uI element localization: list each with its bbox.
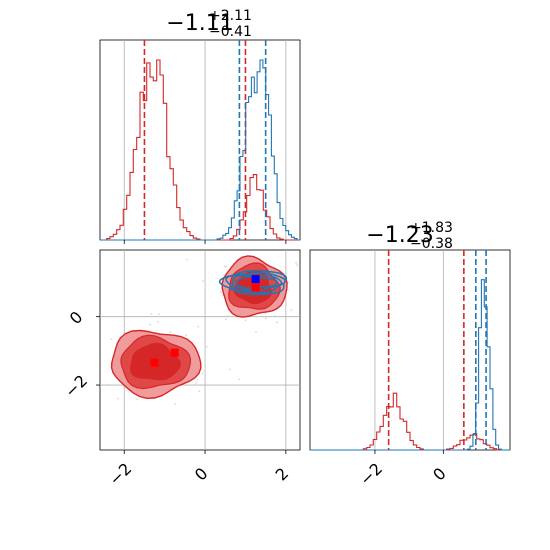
scatter-point xyxy=(174,403,176,405)
scatter-point xyxy=(184,334,187,337)
histogram-x-title-sup: +2.11 xyxy=(209,8,252,24)
scatter-point xyxy=(108,383,110,386)
blue-contour xyxy=(234,275,278,289)
scatter-point xyxy=(169,331,172,333)
truth-marker xyxy=(170,348,179,357)
histogram-x-frame xyxy=(99,39,301,241)
scatter-point xyxy=(225,318,228,321)
blue-contour xyxy=(231,274,283,292)
truth-marker xyxy=(251,275,260,284)
scatter-contour-panel: −2 0 2 −2 0 xyxy=(61,249,301,489)
blue-contour xyxy=(225,272,287,294)
scatter-point xyxy=(202,280,204,282)
scatter-point xyxy=(264,317,267,320)
scatter-point xyxy=(196,378,199,381)
scatter-point xyxy=(193,384,196,386)
histogram-y-frame xyxy=(309,249,511,451)
x-tick-label: −2 xyxy=(105,459,135,489)
scatter-point xyxy=(295,262,297,264)
scatter-point xyxy=(110,338,113,341)
truth-marker xyxy=(251,283,260,292)
histogram-x-panel: −1.11 +2.11 −0.41 xyxy=(99,8,301,244)
histogram-blue xyxy=(100,59,300,241)
scatter-point xyxy=(186,258,188,261)
scatter-point xyxy=(157,321,159,323)
x-tick-label: 0 xyxy=(191,464,212,485)
scatter-point xyxy=(284,266,287,269)
histogram-x-title-sub: −0.41 xyxy=(209,24,252,40)
scatter-point xyxy=(286,289,289,292)
blue-contour xyxy=(218,269,288,296)
x-tick-label: 0 xyxy=(429,464,450,485)
histogram-y-title: −1.23 xyxy=(366,223,433,248)
x-tick-label: −2 xyxy=(356,459,386,489)
scatter-point xyxy=(123,332,126,334)
scatter-point xyxy=(158,313,160,316)
histogram-y-title-value: −1.23 xyxy=(366,223,433,248)
scatter-point xyxy=(117,397,119,400)
y-tick-label: 0 xyxy=(66,307,87,328)
scatter-point xyxy=(197,325,200,328)
scatter-point xyxy=(285,271,287,274)
scatter-point xyxy=(201,372,204,375)
histogram-y-panel: −2 0 −1.23 +1.83 −0.38 xyxy=(309,220,511,489)
histogram-red xyxy=(100,59,300,241)
scatter-point xyxy=(195,381,198,384)
scatter-point xyxy=(136,398,139,400)
histogram-y-title-sup: +1.83 xyxy=(410,220,453,236)
scatter-point xyxy=(223,265,226,268)
histogram-x-title: −1.11 xyxy=(166,11,233,36)
x-tick-label: 2 xyxy=(272,464,293,485)
scatter-point xyxy=(274,315,276,317)
scatter-point xyxy=(296,264,298,267)
scatter-point xyxy=(203,370,206,373)
scatter-point xyxy=(205,345,208,348)
scatter-point xyxy=(255,330,257,333)
y-tick-label: −2 xyxy=(61,371,91,401)
scatter-point xyxy=(219,291,222,293)
scatter-point xyxy=(226,315,229,318)
scatter-point xyxy=(276,321,278,324)
histogram-y-title-sub: −0.38 xyxy=(410,236,453,252)
scatter-point xyxy=(244,319,247,322)
scatter-point xyxy=(238,378,241,381)
scatter-point xyxy=(225,265,228,268)
truth-marker xyxy=(150,358,159,367)
scatter-point xyxy=(150,313,153,315)
histogram-x-title-value: −1.11 xyxy=(166,11,233,36)
histogram-blue xyxy=(310,279,510,451)
scatter-point xyxy=(149,323,152,326)
scatter-point xyxy=(198,390,201,393)
scatter-point xyxy=(229,368,231,371)
scatter-point xyxy=(290,309,293,311)
